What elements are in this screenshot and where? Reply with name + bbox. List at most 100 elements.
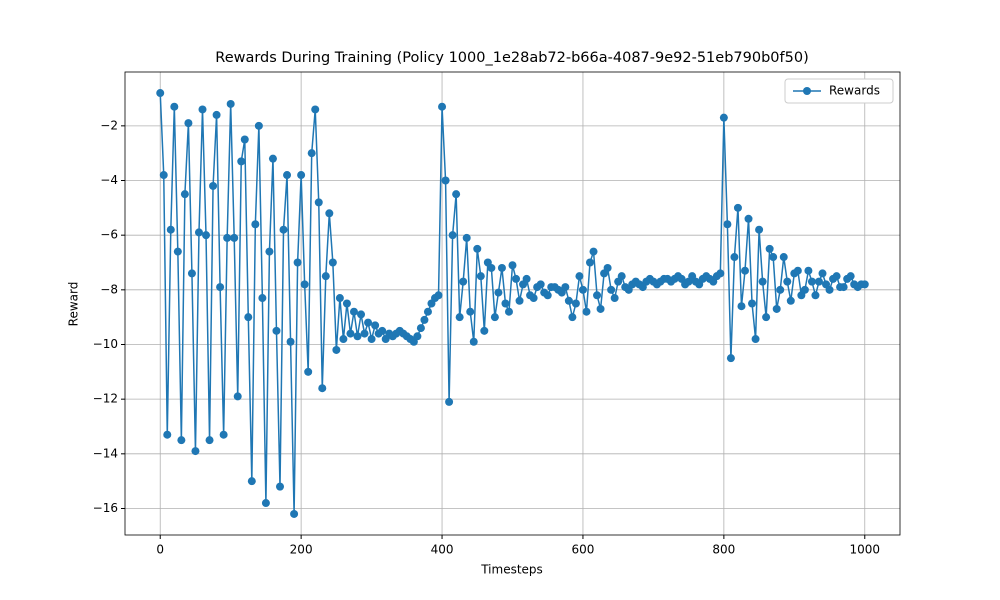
data-point (413, 332, 422, 341)
data-point (223, 233, 232, 242)
data-point (156, 89, 165, 98)
x-axis-label: Timesteps (480, 563, 543, 577)
data-point (501, 299, 510, 308)
plot-frame (124, 71, 901, 536)
data-point (593, 291, 602, 300)
y-tick-label: −14 (93, 446, 118, 460)
data-point (240, 135, 249, 144)
data-point (755, 225, 764, 234)
y-tick-label: −10 (93, 337, 118, 351)
data-point (367, 335, 376, 344)
data-point (769, 253, 778, 262)
data-point (603, 263, 612, 272)
data-point (515, 296, 524, 305)
data-point (159, 171, 168, 180)
data-point (177, 436, 186, 445)
x-tick-label: 1000 (849, 543, 880, 557)
data-point (445, 397, 454, 406)
data-point (765, 244, 774, 253)
data-point (452, 190, 461, 199)
data-point (332, 345, 341, 354)
data-point (494, 288, 503, 297)
data-point (776, 285, 785, 294)
data-point (571, 299, 580, 308)
data-point (209, 181, 218, 190)
data-point (441, 176, 450, 185)
data-point (529, 294, 538, 303)
data-point (314, 198, 323, 207)
data-point (265, 247, 274, 256)
data-point (758, 277, 767, 286)
data-point (607, 285, 616, 294)
y-tick-label: −8 (100, 282, 118, 296)
data-point (233, 392, 242, 401)
data-point (438, 102, 447, 111)
data-point (772, 304, 781, 313)
data-point (180, 190, 189, 199)
data-point (832, 272, 841, 281)
data-point (353, 332, 362, 341)
data-point (311, 105, 320, 114)
data-point (455, 313, 464, 322)
data-point (793, 266, 802, 275)
data-point (490, 313, 499, 322)
data-point (543, 291, 552, 300)
data-point (480, 326, 489, 335)
data-point (251, 220, 260, 229)
data-point (723, 220, 732, 229)
data-point (814, 277, 823, 286)
data-point (536, 280, 545, 289)
data-point (184, 119, 193, 128)
data-point (839, 283, 848, 292)
data-point (582, 307, 591, 316)
data-point (617, 272, 626, 281)
data-point (737, 302, 746, 311)
data-point (335, 294, 344, 303)
data-point (286, 337, 295, 346)
data-point (328, 258, 337, 267)
data-point (304, 367, 313, 376)
data-point (219, 430, 228, 439)
data-point (290, 509, 299, 518)
data-point (818, 269, 827, 278)
data-point (272, 326, 281, 335)
data-point (561, 283, 570, 292)
data-point (191, 447, 200, 456)
data-point (163, 430, 172, 439)
data-point (804, 266, 813, 275)
data-point (325, 209, 334, 218)
y-tick-label: −16 (93, 501, 118, 515)
x-tick-label: 600 (572, 543, 595, 557)
data-point (254, 121, 263, 130)
data-point (469, 337, 478, 346)
data-point (462, 233, 471, 242)
data-point (578, 285, 587, 294)
data-point (497, 263, 506, 272)
y-axis-label: Reward (67, 282, 81, 327)
y-tick-label: −4 (100, 173, 118, 187)
x-tick-label: 0 (156, 543, 164, 557)
data-point (719, 113, 728, 122)
data-point (187, 269, 196, 278)
legend-label: Rewards (829, 84, 880, 98)
data-point (371, 321, 380, 330)
data-point (508, 261, 517, 270)
data-point (504, 307, 513, 316)
chart-title: Rewards During Training (Policy 1000_1e2… (215, 50, 808, 66)
data-point (297, 171, 306, 180)
data-point (762, 313, 771, 322)
data-point (473, 244, 482, 253)
data-point (786, 296, 795, 305)
data-point (726, 354, 735, 363)
data-point (751, 335, 760, 344)
x-tick-label: 400 (431, 543, 454, 557)
data-point (205, 436, 214, 445)
data-point (283, 171, 292, 180)
data-point (360, 329, 369, 338)
y-tick-label: −6 (100, 228, 118, 242)
legend-marker (803, 87, 811, 95)
data-point (357, 310, 366, 319)
data-point (589, 247, 598, 256)
data-point (733, 203, 742, 212)
data-point (748, 299, 757, 308)
